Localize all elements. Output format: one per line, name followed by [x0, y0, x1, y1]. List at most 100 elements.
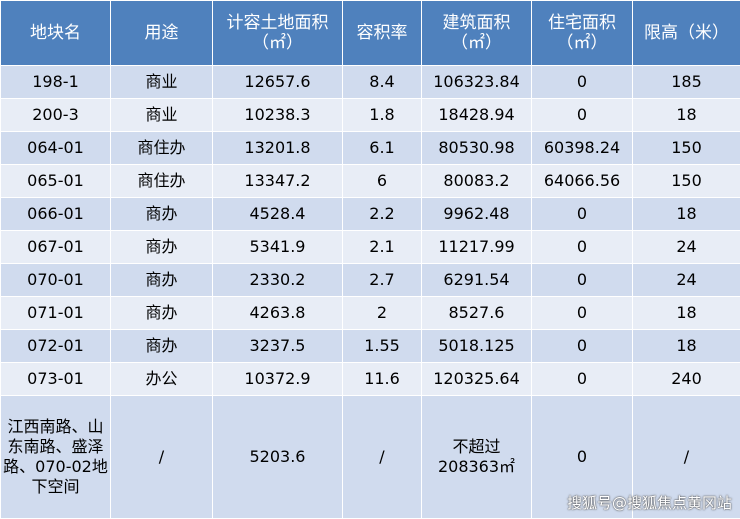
table-cell: 0 [531, 263, 633, 297]
table-cell: 商办 [110, 230, 213, 264]
cell-line: 不超过 [452, 437, 501, 456]
header-cell: 用途 [110, 0, 213, 66]
table-cell: 18428.94 [421, 98, 532, 132]
table-cell: 240 [632, 362, 740, 396]
watermark: 搜狐号@搜狐焦点黄冈站 [566, 494, 732, 512]
table-cell: 0 [531, 395, 633, 519]
cell-line: 住宅面积 [548, 13, 616, 33]
table-cell: 1.55 [342, 329, 422, 363]
table-cell: 1.8 [342, 98, 422, 132]
table-cell: 066-01 [0, 197, 111, 231]
table-row: 073-01 办公 10372.9 11.6 120325.64 0 240 [0, 362, 740, 396]
table-cell: 商住办 [110, 164, 213, 198]
table-cell: 商办 [110, 263, 213, 297]
table-cell: 6 [342, 164, 422, 198]
table-row: 江西南路、山东南路、盛泽路、070-02地下空间/5203.6/不超过 20836… [0, 395, 740, 519]
table-cell: 0 [531, 98, 633, 132]
table-cell: / [110, 395, 213, 519]
table-cell: 商业 [110, 65, 213, 99]
table-cell: 18 [632, 329, 740, 363]
table-cell: 5018.125 [421, 329, 532, 363]
table-row: 198-1 商业 12657.6 8.4 106323.84 0 185 [0, 65, 740, 99]
table-cell: 10372.9 [212, 362, 343, 396]
cell-line: 用途 [144, 23, 179, 43]
table-cell: 18 [632, 296, 740, 330]
table-row: 067-01 商办 5341.9 2.1 11217.99 0 24 [0, 230, 740, 264]
table-cell: 商办 [110, 296, 213, 330]
table-cell: 9962.48 [421, 197, 532, 231]
table-cell: 24 [632, 230, 740, 264]
header-cell: 地块名 [0, 0, 111, 66]
table-cell: 13347.2 [212, 164, 343, 198]
table-cell: 6291.54 [421, 263, 532, 297]
table-cell: 0 [531, 65, 633, 99]
cell-line: 地块名 [30, 23, 81, 43]
table-cell: 80083.2 [421, 164, 532, 198]
table-cell: 185 [632, 65, 740, 99]
table-cell: 064-01 [0, 131, 111, 165]
table-row: 072-01 商办 3237.5 1.55 5018.125 0 18 [0, 329, 740, 363]
table-cell: 200-3 [0, 98, 111, 132]
table-cell: 4263.8 [212, 296, 343, 330]
table-cell: 150 [632, 164, 740, 198]
table-cell: / [342, 395, 422, 519]
table-cell: 073-01 [0, 362, 111, 396]
table-cell: 12657.6 [212, 65, 343, 99]
table-cell: 80530.98 [421, 131, 532, 165]
table-cell: 11.6 [342, 362, 422, 396]
table-cell: 0 [531, 296, 633, 330]
header-cell: 容积率 [342, 0, 422, 66]
table-cell: 64066.56 [531, 164, 633, 198]
cell-line: （㎡） [252, 33, 303, 53]
table-cell: 商业 [110, 98, 213, 132]
table-row: 070-01 商办 2330.2 2.7 6291.54 0 24 [0, 263, 740, 297]
table-cell: 10238.3 [212, 98, 343, 132]
header-cell: 计容土地面积 （㎡） [212, 0, 343, 66]
table-row: 065-01 商住办 13347.2 6 80083.2 64066.56 150 [0, 164, 740, 198]
table-cell: 3237.5 [212, 329, 343, 363]
table-cell: 2 [342, 296, 422, 330]
cell-line: 计容土地面积 [226, 13, 329, 33]
table-cell: 120325.64 [421, 362, 532, 396]
table-cell: 2330.2 [212, 263, 343, 297]
table-cell: 071-01 [0, 296, 111, 330]
table-row: 066-01 商办 4528.4 2.2 9962.48 0 18 [0, 197, 740, 231]
table-cell: 2.2 [342, 197, 422, 231]
table-cell: 067-01 [0, 230, 111, 264]
table-cell: 商住办 [110, 131, 213, 165]
table-cell: 150 [632, 131, 740, 165]
table-row: 064-01 商住办 13201.8 6.1 80530.98 60398.24 150 [0, 131, 740, 165]
cell-line: （㎡） [451, 33, 502, 53]
table-cell: 2.1 [342, 230, 422, 264]
table-cell: 0 [531, 329, 633, 363]
table-cell: 8.4 [342, 65, 422, 99]
table-cell: 070-01 [0, 263, 111, 297]
table-cell: 江西南路、山东南路、盛泽路、070-02地下空间 [0, 395, 111, 519]
table-cell: 106323.84 [421, 65, 532, 99]
table-cell: 24 [632, 263, 740, 297]
cell-line: （㎡） [556, 33, 608, 53]
table-cell: 0 [531, 197, 633, 231]
table-cell: 4528.4 [212, 197, 343, 231]
table-cell: 5203.6 [212, 395, 343, 519]
header-row: 地块名 用途 计容土地面积 （㎡） 容积率 建筑面积 （㎡） 住宅面积 （㎡） 限高（米） [0, 0, 740, 66]
cell-line: 208363㎡ [437, 457, 516, 476]
table-cell: 不超过 208363㎡ [421, 395, 532, 519]
table-cell: 11217.99 [421, 230, 532, 264]
table-cell: 6.1 [342, 131, 422, 165]
table-cell: 18 [632, 98, 740, 132]
table-cell: 072-01 [0, 329, 111, 363]
table-cell: 13201.8 [212, 131, 343, 165]
table-cell: 8527.6 [421, 296, 532, 330]
cell-line: 建筑面积 [442, 13, 511, 33]
table-cell: 065-01 [0, 164, 111, 198]
table-cell: 198-1 [0, 65, 111, 99]
table-cell: 18 [632, 197, 740, 231]
table-cell: 60398.24 [531, 131, 633, 165]
cell-line: 限高（米） [644, 23, 729, 43]
cell-line: 容积率 [356, 23, 408, 43]
table-row: 200-3 商业 10238.3 1.8 18428.94 0 18 [0, 98, 740, 132]
table-cell: 5341.9 [212, 230, 343, 264]
header-cell: 住宅面积 （㎡） [531, 0, 633, 66]
